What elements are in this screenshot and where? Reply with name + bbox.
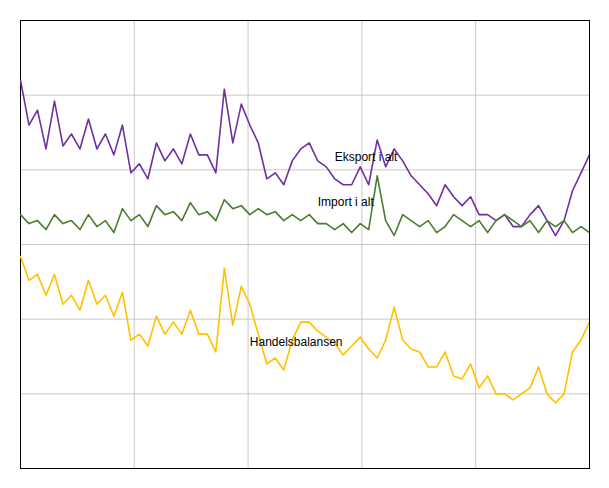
svg-text:Handelsbalansen: Handelsbalansen xyxy=(250,335,343,349)
svg-text:Eksport i alt: Eksport i alt xyxy=(335,150,398,164)
svg-text:Import i alt: Import i alt xyxy=(318,195,375,209)
